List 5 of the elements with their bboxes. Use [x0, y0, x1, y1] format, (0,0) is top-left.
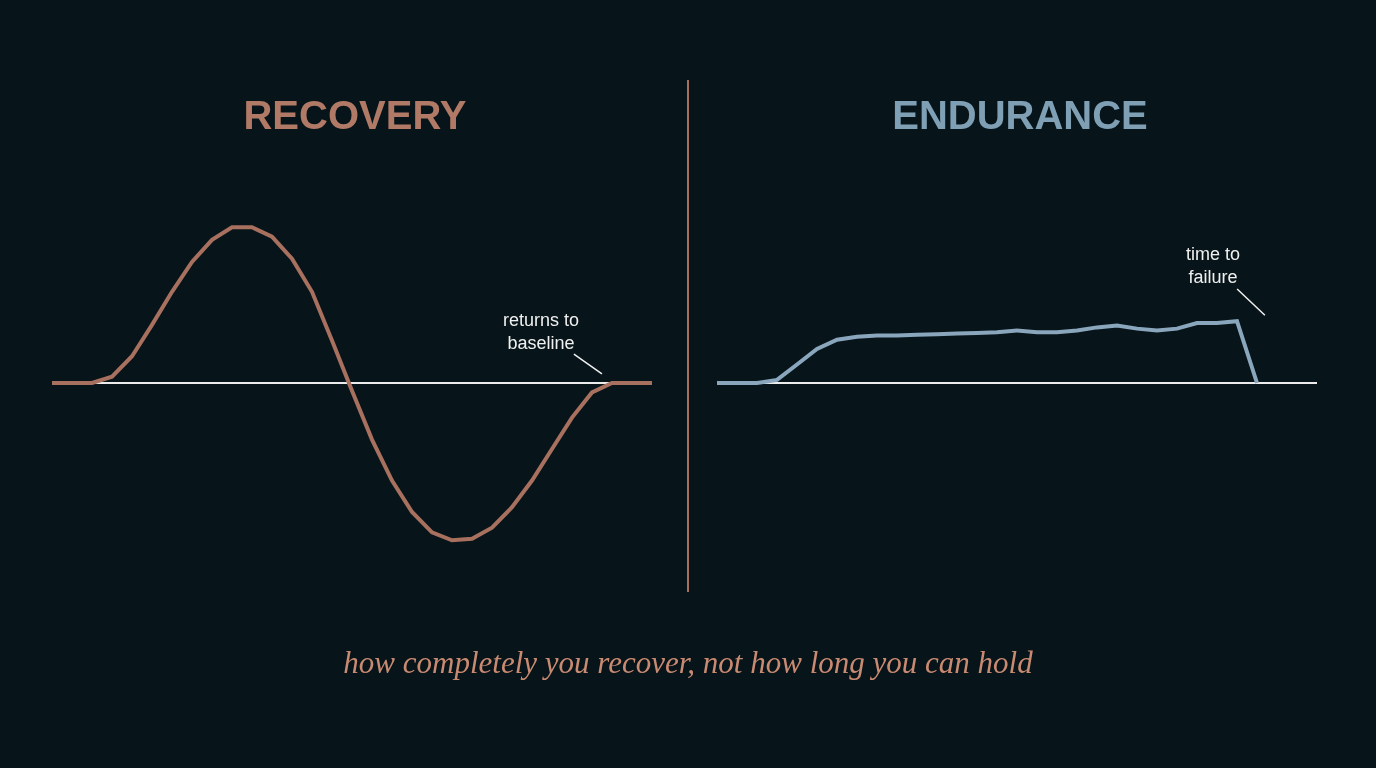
text: how completely you recover, not how long you can hold [342, 645, 1034, 681]
chart-title: RECOVERY [243, 93, 467, 137]
text: time to failure [1186, 244, 1241, 288]
annotation: returns to baseline [503, 310, 580, 354]
chart-title: ENDURANCE [892, 93, 1148, 137]
